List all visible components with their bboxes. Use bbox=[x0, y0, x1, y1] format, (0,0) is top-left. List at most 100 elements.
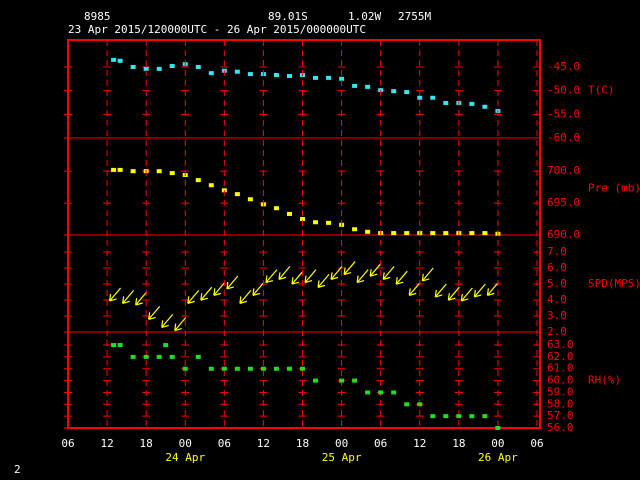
y-tick-label: -45.0 bbox=[547, 60, 580, 73]
data-point bbox=[469, 414, 475, 419]
data-point bbox=[469, 101, 475, 106]
data-point bbox=[326, 220, 332, 225]
data-point bbox=[469, 231, 475, 236]
data-point bbox=[208, 183, 214, 188]
x-date-label: 26 Apr bbox=[478, 451, 518, 464]
data-point bbox=[156, 169, 162, 174]
wind-arrow bbox=[291, 270, 304, 285]
data-point bbox=[404, 402, 410, 407]
wind-arrow bbox=[473, 283, 486, 298]
data-point bbox=[156, 354, 162, 359]
data-point bbox=[404, 90, 410, 95]
wind-arrow bbox=[239, 289, 252, 304]
y-tick-label: 57.0 bbox=[547, 409, 574, 422]
data-point bbox=[169, 171, 175, 176]
data-point bbox=[221, 366, 227, 371]
wind-arrow bbox=[122, 289, 135, 304]
y-tick-label: 56.0 bbox=[547, 421, 574, 434]
data-point bbox=[130, 64, 136, 69]
wind-arrow bbox=[486, 281, 499, 296]
data-point bbox=[143, 66, 149, 71]
y-axis-label: Pre (mb) bbox=[588, 182, 640, 195]
x-date-label: 25 Apr bbox=[322, 451, 362, 464]
data-point bbox=[339, 378, 345, 383]
x-tick-label: 12 bbox=[257, 437, 270, 450]
data-point bbox=[117, 167, 123, 172]
wind-arrow bbox=[434, 283, 447, 298]
y-axis-label: T(C) bbox=[588, 84, 615, 97]
data-point bbox=[247, 72, 253, 77]
wind-arrow bbox=[148, 306, 161, 320]
y-tick-label: 4.0 bbox=[547, 293, 567, 306]
x-tick-label: 06 bbox=[374, 437, 387, 450]
y-tick-label: 59.0 bbox=[547, 385, 574, 398]
data-point bbox=[111, 167, 117, 172]
x-tick-label: 18 bbox=[296, 437, 309, 450]
y-tick-label: 695.0 bbox=[547, 196, 580, 209]
wind-arrow bbox=[213, 281, 226, 296]
data-point bbox=[130, 169, 136, 174]
wind-arrow bbox=[408, 281, 421, 296]
data-point bbox=[117, 343, 123, 348]
wind-arrow bbox=[343, 261, 356, 276]
data-point bbox=[443, 231, 449, 236]
x-tick-label: 06 bbox=[61, 437, 74, 450]
wind-arrow bbox=[356, 269, 369, 284]
x-tick-label: 18 bbox=[452, 437, 465, 450]
x-date-label: 24 Apr bbox=[165, 451, 205, 464]
data-point bbox=[300, 366, 305, 371]
y-tick-label: -50.0 bbox=[547, 84, 580, 97]
data-point bbox=[156, 66, 162, 71]
data-point bbox=[260, 366, 266, 371]
data-point bbox=[195, 178, 201, 183]
data-point bbox=[234, 192, 240, 197]
data-point bbox=[443, 414, 449, 419]
wind-arrow bbox=[265, 269, 278, 284]
y-tick-label: 60.0 bbox=[547, 374, 574, 387]
data-point bbox=[208, 71, 214, 76]
data-point bbox=[313, 75, 319, 80]
data-point bbox=[443, 100, 449, 105]
wind-arrow bbox=[460, 287, 473, 302]
data-point bbox=[456, 414, 462, 419]
data-point bbox=[169, 64, 175, 69]
wind-arrow bbox=[447, 286, 460, 301]
data-point bbox=[391, 231, 397, 236]
x-tick-label: 06 bbox=[218, 437, 231, 450]
x-tick-label: 06 bbox=[530, 437, 543, 450]
wind-arrow bbox=[109, 287, 122, 302]
data-point bbox=[208, 366, 214, 371]
y-tick-label: 2.0 bbox=[547, 325, 567, 338]
y-tick-label: 63.0 bbox=[547, 338, 574, 351]
data-point bbox=[417, 95, 423, 100]
elevation: 2755M bbox=[398, 10, 431, 23]
data-point bbox=[111, 57, 117, 62]
wind-arrow bbox=[278, 265, 291, 280]
data-point bbox=[339, 76, 345, 81]
x-tick-label: 00 bbox=[179, 437, 192, 450]
data-point bbox=[247, 197, 253, 202]
y-tick-label: 3.0 bbox=[547, 309, 567, 322]
data-point bbox=[234, 366, 240, 371]
wind-arrow bbox=[317, 273, 330, 288]
data-point bbox=[430, 95, 436, 100]
data-point bbox=[326, 75, 332, 80]
data-point bbox=[352, 83, 358, 88]
data-point bbox=[482, 104, 488, 109]
data-point bbox=[182, 366, 188, 371]
y-axis-label: RH(%) bbox=[588, 374, 621, 387]
x-tick-label: 12 bbox=[100, 437, 113, 450]
data-point bbox=[352, 378, 358, 383]
page-number: 2 bbox=[14, 463, 21, 476]
y-tick-label: 700.0 bbox=[547, 164, 580, 177]
data-point bbox=[273, 366, 279, 371]
y-tick-label: 5.0 bbox=[547, 277, 567, 290]
data-point bbox=[430, 414, 436, 419]
data-point bbox=[482, 414, 488, 419]
wind-arrow bbox=[252, 281, 265, 296]
y-tick-label: 690.0 bbox=[547, 228, 580, 241]
data-point bbox=[404, 231, 410, 236]
data-point bbox=[417, 402, 423, 407]
wind-arrow bbox=[369, 262, 382, 277]
data-point bbox=[111, 343, 117, 348]
